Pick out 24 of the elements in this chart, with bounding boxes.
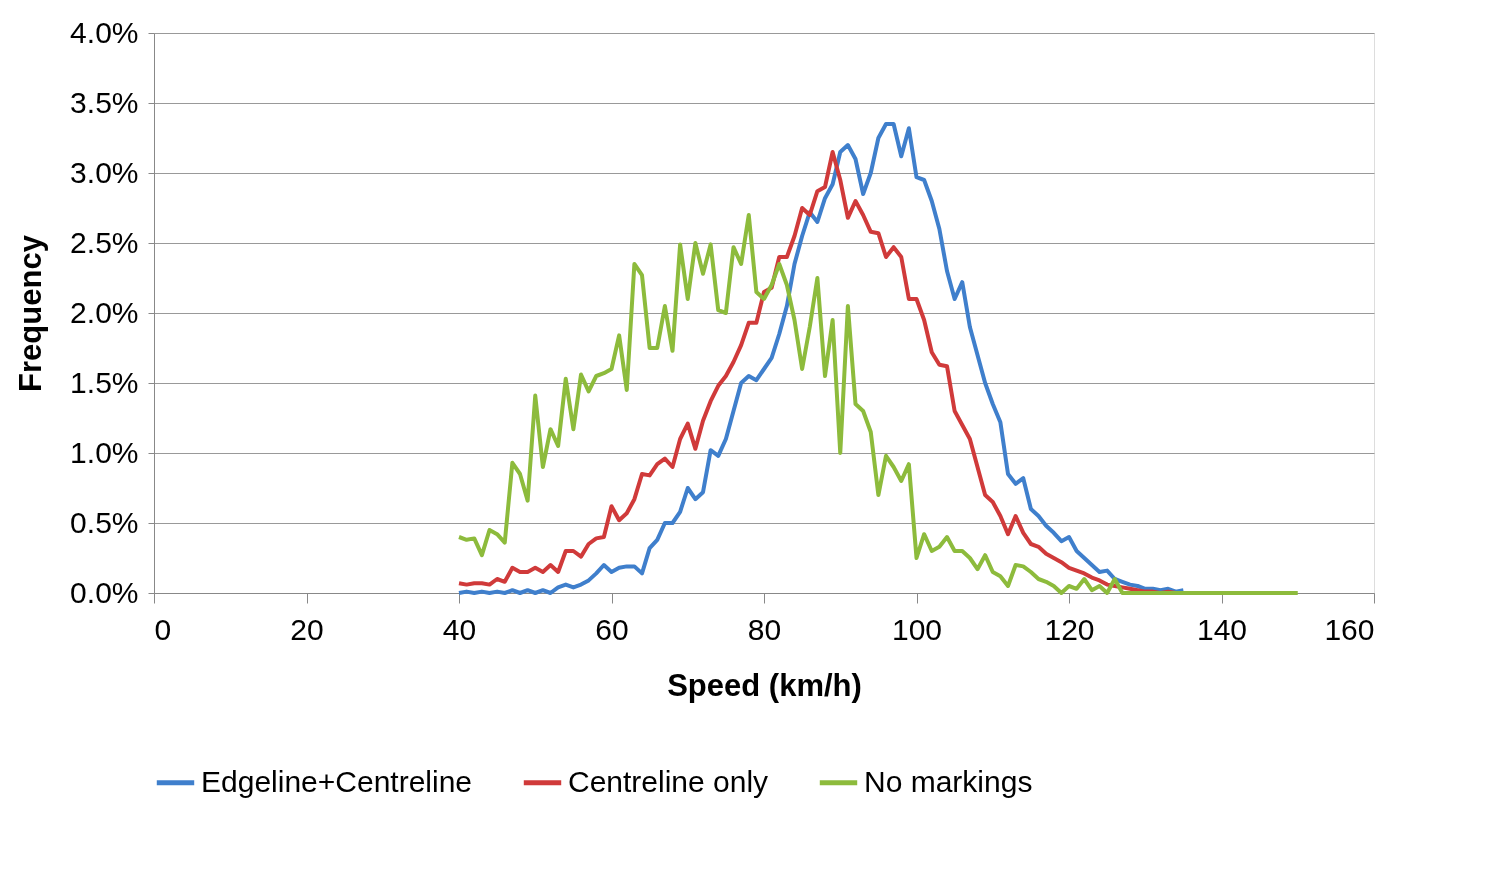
y-tick-label: 2.0%: [70, 295, 139, 329]
y-tick-label: 3.0%: [70, 155, 139, 189]
x-tick-label: 100: [891, 612, 943, 646]
x-tick-label: 120: [1044, 612, 1095, 646]
x-tick-label: 160: [1324, 612, 1375, 646]
x-tick-label: 60: [595, 612, 629, 646]
y-tick-label: 1.0%: [70, 435, 139, 469]
x-tick-label: 140: [1196, 612, 1248, 646]
x-tick-label: 80: [747, 612, 782, 646]
x-tick-label: 0: [154, 612, 172, 646]
x-tick-label: 40: [442, 612, 477, 646]
y-tick-label: 3.5%: [70, 85, 139, 119]
y-tick-label: 0.0%: [70, 575, 139, 609]
legend-label: Centreline only: [568, 764, 769, 798]
legend-label: No markings: [864, 764, 1033, 798]
y-tick-label: 0.5%: [70, 505, 139, 539]
x-axis-title: Speed (km/h): [667, 667, 862, 703]
legend-label: Edgeline+Centreline: [201, 764, 473, 798]
y-tick-label: 4.0%: [70, 15, 139, 49]
y-tick-label: 1.5%: [70, 365, 139, 399]
y-tick-label: 2.5%: [70, 225, 139, 259]
x-tick-label: 20: [290, 612, 324, 646]
line-series: [457, 213, 1300, 595]
y-axis-title: Frequency: [13, 234, 49, 392]
